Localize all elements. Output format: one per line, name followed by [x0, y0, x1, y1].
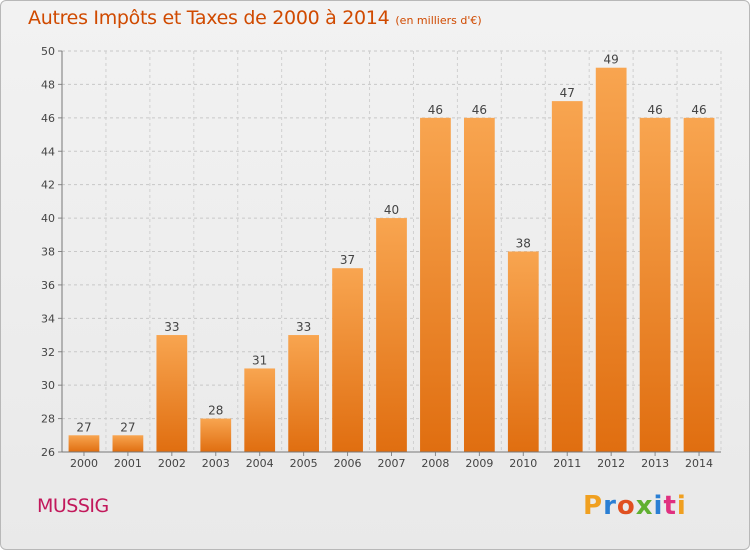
- x-tick-label-2010: 2010: [509, 457, 537, 470]
- y-tick-label: 44: [41, 145, 55, 158]
- axes: [58, 50, 721, 456]
- value-label-2007: 40: [384, 203, 399, 217]
- value-label-2006: 37: [340, 253, 355, 267]
- bar-2008: [420, 117, 451, 452]
- logo-letter: o: [616, 491, 636, 521]
- value-label-2001: 27: [120, 420, 135, 434]
- x-tick-label-2002: 2002: [158, 457, 186, 470]
- y-tick-label: 48: [41, 78, 55, 91]
- y-tick-label: 46: [41, 112, 55, 125]
- chart-subtitle: (en milliers d'€): [395, 14, 482, 27]
- x-tick-label-2001: 2001: [114, 457, 142, 470]
- value-label-2004: 31: [252, 353, 267, 367]
- labels: 26 28 30 32 34 36 38 40 42 44 46 48 50 27 2000 27 2001 33…: [41, 45, 713, 470]
- chart-title-area: Autres Impôts et Taxes de 2000 à 2014 (en…: [28, 7, 482, 29]
- bar-2003: [200, 418, 232, 452]
- bar-2009: [463, 117, 495, 452]
- value-label-2012: 49: [604, 53, 619, 67]
- y-tick-label: 34: [41, 312, 55, 325]
- bar-2006: [332, 268, 363, 452]
- bars: [68, 67, 715, 452]
- y-tick-label: 50: [41, 45, 55, 58]
- bar-2011: [551, 101, 583, 452]
- proxiti-logo: Proxiti: [583, 491, 687, 521]
- bar-2010: [507, 251, 539, 452]
- chart-title: Autres Impôts et Taxes de 2000 à 2014: [28, 7, 390, 29]
- bar-2012: [595, 67, 627, 452]
- logo-letter: r: [603, 491, 617, 521]
- y-tick-label: 40: [41, 212, 55, 225]
- x-tick-label-2006: 2006: [334, 457, 362, 470]
- y-tick-label: 30: [41, 379, 55, 392]
- x-tick-label-2004: 2004: [246, 457, 274, 470]
- bar-2005: [288, 335, 320, 452]
- value-label-2011: 47: [560, 86, 575, 100]
- logo-letter: P: [583, 491, 604, 521]
- y-tick-label: 26: [41, 446, 55, 459]
- value-label-2013: 46: [647, 103, 662, 117]
- logo-letter: i: [676, 491, 687, 521]
- commune-name: MUSSIG: [37, 495, 109, 517]
- logo-letter: i: [653, 491, 664, 521]
- value-label-2014: 46: [691, 103, 706, 117]
- x-tick-label-2013: 2013: [641, 457, 669, 470]
- y-tick-label: 32: [41, 346, 55, 359]
- x-tick-label-2003: 2003: [202, 457, 230, 470]
- logo-letter: x: [635, 491, 654, 521]
- x-tick-label-2012: 2012: [597, 457, 625, 470]
- bar-2001: [112, 435, 144, 452]
- value-label-2008: 46: [428, 103, 443, 117]
- bar-2013: [639, 117, 671, 452]
- bar-2004: [244, 368, 276, 452]
- value-label-2003: 28: [208, 404, 223, 418]
- logo-letter: t: [663, 491, 677, 521]
- x-tick-label-2007: 2007: [378, 457, 406, 470]
- x-tick-label-2014: 2014: [685, 457, 713, 470]
- x-tick-label-2000: 2000: [70, 457, 98, 470]
- x-tick-label-2009: 2009: [465, 457, 493, 470]
- y-tick-label: 38: [41, 246, 55, 259]
- value-label-2000: 27: [76, 420, 91, 434]
- value-label-2009: 46: [472, 103, 487, 117]
- bar-2007: [376, 218, 407, 452]
- x-tick-label-2008: 2008: [421, 457, 449, 470]
- value-label-2002: 33: [164, 320, 179, 334]
- bar-2000: [68, 435, 100, 452]
- bar-2014: [683, 117, 715, 452]
- x-tick-label-2011: 2011: [553, 457, 581, 470]
- y-tick-label: 36: [41, 279, 55, 292]
- y-tick-label: 42: [41, 179, 55, 192]
- y-tick-label: 28: [41, 413, 55, 426]
- bar-2002: [156, 335, 188, 452]
- value-label-2010: 38: [516, 237, 531, 251]
- x-tick-label-2005: 2005: [290, 457, 318, 470]
- value-label-2005: 33: [296, 320, 311, 334]
